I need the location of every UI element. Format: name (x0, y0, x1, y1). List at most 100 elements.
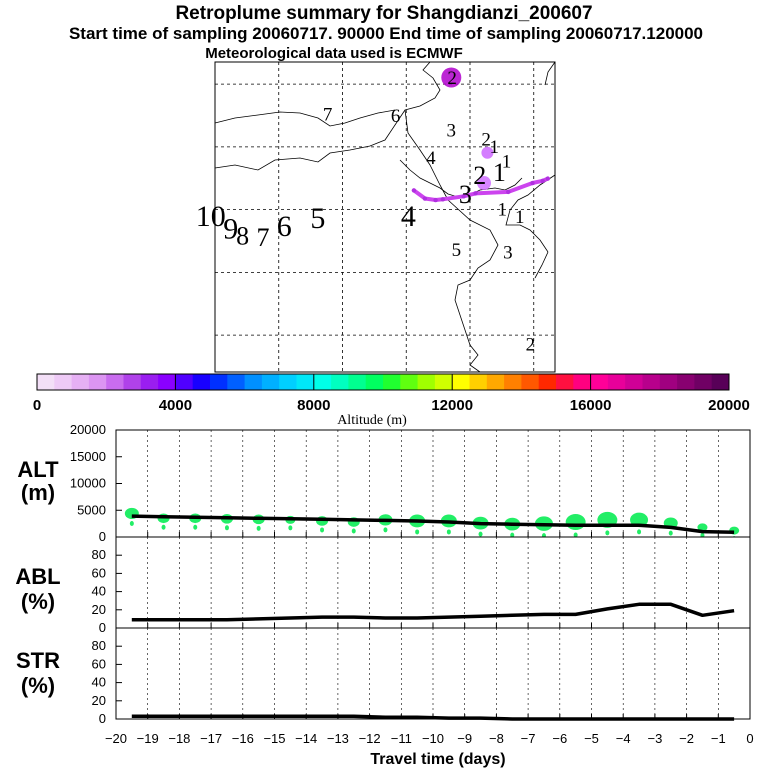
colorbar-cell (383, 374, 401, 390)
day-label: 5 (310, 202, 325, 235)
alt-cluster-dot (320, 527, 325, 533)
day-label: 6 (391, 106, 401, 127)
colorbar-cell (642, 374, 661, 390)
colorbar-cell (106, 374, 124, 390)
x-tick-label: −8 (489, 731, 504, 746)
colorbar-cell (659, 374, 678, 390)
day-label: 1 (489, 137, 499, 158)
abl-panel: 0 20 40 60 80 ABL(%) (15, 536, 751, 635)
x-tick-label: −20 (105, 731, 127, 746)
sampling-times: Start time of sampling 20060717. 90000 E… (68, 24, 704, 43)
alt-panel: 0 5000 10000 15000 20000 ALT(m) (17, 422, 751, 544)
x-tick-label: −4 (616, 731, 631, 746)
colorbar-cell (37, 374, 55, 390)
x-tick-label: −10 (422, 731, 444, 746)
colorbar-cell (625, 374, 643, 390)
colorbar-cell (417, 374, 436, 390)
trajectory-day-point (440, 197, 445, 202)
map-coastlines (214, 61, 556, 373)
trajectory-day-point (433, 197, 438, 203)
day-label: 6 (277, 210, 292, 243)
day-label: 3 (459, 180, 472, 209)
cluster-blob (477, 176, 492, 191)
x-axis-title: Travel time (days) (370, 751, 505, 768)
colorbar-tick-label: 4000 (159, 397, 192, 414)
alt-cluster-dot (224, 525, 229, 531)
x-tick-label: −6 (552, 731, 567, 746)
x-tick-label: −16 (232, 731, 254, 746)
day-label: 7 (323, 104, 333, 125)
day-label: 10 (196, 200, 226, 233)
alt-ytick-label: 10000 (70, 476, 106, 491)
alt-cluster-dot (415, 529, 420, 535)
day-label: 1 (502, 152, 512, 173)
day-label: 4 (401, 200, 416, 233)
alt-cluster-dot (193, 524, 198, 530)
alt-cluster-dot (161, 524, 166, 530)
day-label: 7 (257, 223, 270, 252)
cluster-blob (481, 146, 494, 159)
colorbar-cell (538, 374, 557, 390)
abl-unit: (%) (21, 589, 55, 614)
colorbar-cell (54, 374, 72, 390)
colorbar-cell (210, 374, 228, 390)
x-tick-label: −17 (200, 731, 222, 746)
alt-ytick-label: 15000 (70, 449, 106, 464)
colorbar-cell (711, 374, 730, 390)
abl-label: ABL (15, 564, 60, 589)
x-tick-label: −13 (327, 731, 349, 746)
timeseries-panels: 05000100001500020000ALT(m)020406080ABL(%… (15, 422, 753, 768)
colorbar-cell (296, 374, 315, 390)
x-tick-label: −5 (584, 731, 599, 746)
day-label: 2 (473, 161, 486, 190)
colorbar-cell (71, 374, 90, 390)
map-clusters (441, 67, 494, 191)
trajectory-day-point (540, 178, 545, 184)
trajectory-day-point (506, 189, 511, 195)
alt-cluster-dot (573, 532, 578, 538)
day-label: 2 (481, 129, 491, 150)
alt-ytick-label: 20000 (70, 422, 106, 437)
colorbar-cell (694, 374, 713, 390)
x-tick-label: −9 (457, 731, 472, 746)
alt-cluster-dot (288, 525, 293, 531)
x-tick-label: −3 (647, 731, 662, 746)
alt-cluster-dot (129, 520, 134, 526)
day-label: 2 (447, 68, 457, 89)
trajectory-day-point (473, 191, 478, 196)
met-data-note: Meteorological data used is ECMWF (205, 45, 463, 62)
str-series-line (131, 714, 735, 721)
colorbar-cell (158, 374, 176, 390)
alt-unit: (m) (21, 480, 55, 505)
colorbar-cell (607, 374, 626, 390)
x-tick-label: −15 (263, 731, 285, 746)
colorbar-cell (123, 374, 142, 390)
x-tick-label: −11 (391, 731, 412, 746)
x-tick-label: 0 (746, 731, 753, 746)
day-label: 9 (223, 212, 238, 245)
colorbar-cell (313, 374, 332, 390)
trajectory-day-point (530, 180, 535, 186)
colorbar-cell (244, 374, 263, 390)
trajectory-day-point (422, 196, 428, 201)
alt-cluster-dot (637, 529, 642, 535)
cluster-blob (441, 67, 462, 88)
colorbar-cell (504, 374, 522, 390)
x-tick-label: −2 (679, 731, 694, 746)
colorbar-cell (590, 374, 609, 390)
abl-ytick-label: 40 (92, 584, 106, 599)
trajectory-line (411, 176, 550, 202)
day-label: 1 (498, 200, 508, 221)
x-tick-label: −14 (295, 731, 317, 746)
alt-ytick-label: 5000 (77, 502, 106, 517)
trajectory-day-point (411, 188, 417, 193)
colorbar-cell (677, 374, 695, 390)
colorbar-cell (573, 374, 591, 390)
str-ytick-label: 80 (92, 638, 106, 653)
colorbar-cell (556, 374, 574, 390)
colorbar-cell (486, 374, 505, 390)
day-label: 1 (493, 158, 506, 187)
str-unit: (%) (21, 673, 55, 698)
